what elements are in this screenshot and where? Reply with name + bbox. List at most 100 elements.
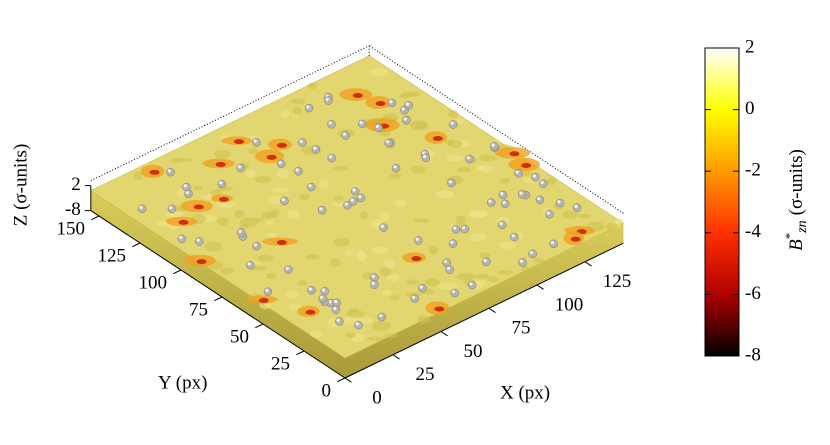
- x-tick-label: 0: [372, 387, 382, 408]
- particle: [341, 131, 350, 140]
- particle-highlight: [167, 169, 171, 173]
- particle-highlight: [519, 191, 523, 195]
- particle-highlight: [411, 295, 416, 300]
- particle: [418, 284, 427, 293]
- box-edge: [90, 45, 370, 182]
- particle-highlight: [334, 299, 338, 304]
- particle-highlight: [422, 151, 426, 155]
- particle-highlight: [443, 259, 448, 264]
- particle: [177, 234, 187, 244]
- surface-texture: [264, 232, 277, 238]
- surface-texture: [204, 241, 223, 252]
- surface-texture: [334, 195, 344, 201]
- particle: [517, 190, 527, 199]
- surface-texture: [386, 274, 399, 282]
- surface-texture: [605, 222, 619, 231]
- particle-highlight: [451, 290, 456, 294]
- surface-dip: [276, 240, 287, 246]
- particle-highlight: [469, 282, 473, 286]
- particle-highlight: [519, 259, 524, 263]
- particle-highlight: [295, 168, 299, 172]
- particle-highlight: [359, 121, 363, 125]
- particle: [518, 258, 527, 267]
- particle-highlight: [253, 139, 257, 143]
- surface-texture: [329, 258, 341, 267]
- surface-texture: [379, 267, 392, 276]
- surface-texture: [561, 210, 579, 219]
- surface-texture: [547, 176, 556, 186]
- particle: [500, 199, 510, 209]
- surface-texture: [401, 91, 421, 97]
- surface-texture: [344, 248, 365, 257]
- particle: [137, 204, 147, 214]
- particle-highlight: [574, 204, 578, 208]
- particle-highlight: [483, 258, 487, 263]
- colorbar: [704, 47, 740, 357]
- particle-highlight: [401, 107, 405, 111]
- particle-highlight: [196, 238, 200, 242]
- particle: [379, 223, 388, 232]
- surface-texture: [305, 253, 320, 260]
- surface-texture: [410, 165, 426, 174]
- surface-dip: [218, 196, 229, 202]
- surface-texture: [409, 120, 427, 130]
- surface-texture: [249, 265, 268, 271]
- particle-highlight: [415, 237, 419, 241]
- particle: [307, 182, 316, 192]
- particle-highlight: [344, 202, 348, 206]
- surface-dip: [234, 139, 245, 145]
- particle: [335, 317, 344, 326]
- surface-texture: [254, 176, 272, 184]
- surface-texture: [380, 211, 390, 221]
- particle: [327, 153, 336, 163]
- y-tick: [173, 269, 182, 275]
- surface-texture: [390, 295, 400, 301]
- z-axis-label: Z (σ-units): [10, 144, 31, 227]
- y-tick-label: 125: [98, 245, 127, 266]
- particle: [252, 241, 261, 251]
- particle-highlight: [185, 190, 189, 195]
- particle-highlight: [333, 306, 337, 310]
- surface-texture: [475, 273, 489, 279]
- surface-texture: [499, 241, 517, 249]
- surface-texture: [413, 218, 430, 223]
- surface-dip: [215, 161, 226, 167]
- particle-highlight: [500, 192, 504, 196]
- surface-texture: [394, 199, 407, 208]
- particle-highlight: [238, 229, 242, 233]
- surface-texture: [367, 336, 385, 341]
- y-tick: [337, 377, 346, 383]
- particle-highlight: [319, 295, 324, 299]
- x-tick-label: 75: [512, 318, 531, 339]
- particle-highlight: [219, 181, 223, 185]
- particle-highlight: [285, 266, 289, 270]
- surface-texture: [271, 187, 289, 193]
- surface-texture: [358, 317, 374, 324]
- surface-dip: [432, 135, 443, 141]
- y-tick-label: 50: [230, 326, 249, 347]
- particle-highlight: [299, 139, 303, 143]
- surface-dip: [509, 151, 520, 157]
- particle: [252, 138, 261, 147]
- particle-highlight: [405, 102, 410, 106]
- colorbar-label-sub: zn: [795, 220, 810, 233]
- y-tick-label: 100: [139, 272, 168, 293]
- surface-dip: [258, 297, 269, 303]
- particle: [236, 228, 246, 237]
- surface-dip: [570, 236, 581, 242]
- particle-highlight: [278, 160, 282, 165]
- particle: [447, 178, 456, 188]
- surface-texture: [360, 211, 369, 220]
- particle-highlight: [461, 226, 466, 230]
- particle-highlight: [265, 288, 269, 293]
- particle: [318, 294, 327, 303]
- y-axis: [90, 210, 346, 379]
- particle: [445, 265, 454, 274]
- particle-highlight: [328, 155, 333, 159]
- particle: [217, 179, 227, 189]
- colorbar-tick-label: 2: [745, 36, 755, 57]
- surface-texture: [447, 139, 463, 148]
- surface-texture: [165, 211, 185, 218]
- surface-texture: [220, 201, 236, 208]
- particle: [402, 116, 411, 125]
